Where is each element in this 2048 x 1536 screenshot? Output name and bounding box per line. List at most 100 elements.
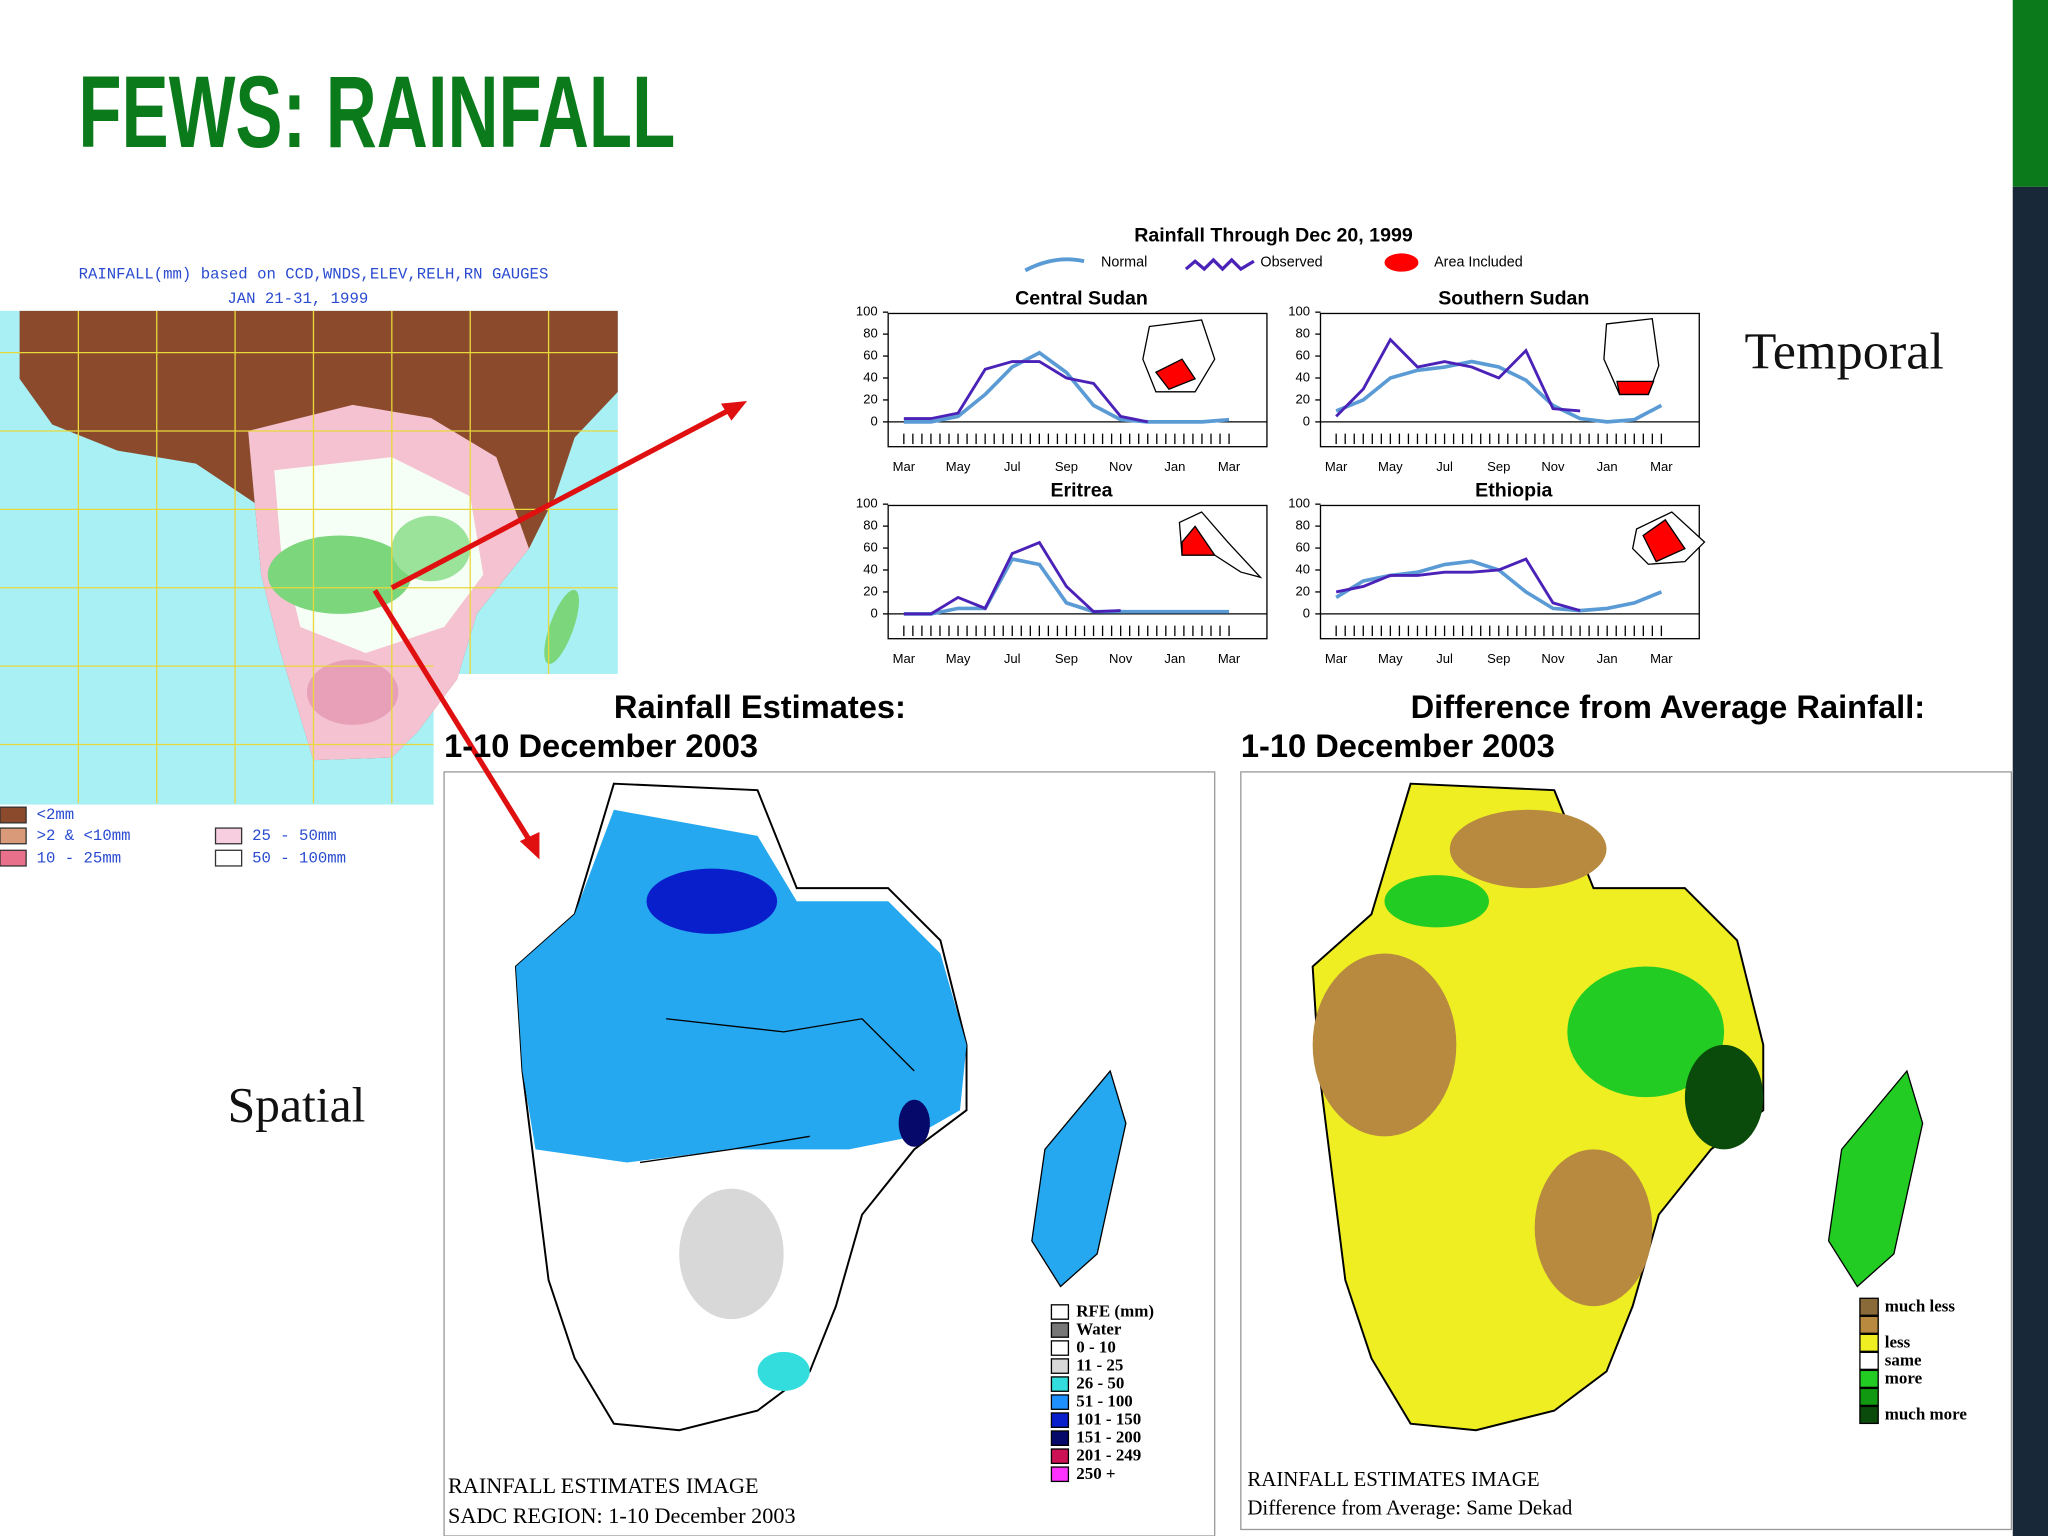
legend-label: Area Included xyxy=(1434,254,1523,270)
series-line xyxy=(903,350,1230,424)
y-tick-label: 80 xyxy=(863,518,878,533)
map-caption: Difference from Average: Same Dekad xyxy=(1247,1496,1573,1520)
legend-swatch xyxy=(0,806,27,824)
legend-label: RFE (mm) xyxy=(1076,1302,1154,1321)
legend-swatch xyxy=(1859,1297,1879,1316)
x-tick-label: May xyxy=(946,651,971,666)
legend-swatch xyxy=(1050,1412,1070,1428)
chart-title: Eritrea xyxy=(1050,479,1113,501)
series-line xyxy=(1335,557,1581,612)
legend-area-icon xyxy=(1384,253,1419,272)
map-caption: RAINFALL ESTIMATES IMAGE xyxy=(1247,1467,1539,1491)
legend-swatch xyxy=(1859,1387,1879,1407)
legend-swatch xyxy=(1050,1340,1070,1356)
y-tick-label: 80 xyxy=(863,326,878,341)
legend-label: less xyxy=(1885,1332,1911,1351)
arrow xyxy=(372,588,534,846)
legend-label: much less xyxy=(1885,1296,1956,1315)
y-tick-label: 80 xyxy=(1296,518,1311,533)
legend-swatch xyxy=(1050,1466,1070,1483)
legend-label: 10 - 25mm xyxy=(37,849,122,867)
y-tick-label: 40 xyxy=(1296,561,1311,576)
legend-observed-icon xyxy=(1184,257,1255,272)
y-tick-label: 20 xyxy=(1296,583,1311,598)
legend-label: 26 - 50 xyxy=(1076,1374,1124,1393)
x-tick-label: Sep xyxy=(1487,651,1510,666)
legend-label: more xyxy=(1885,1368,1923,1387)
chart-title: Central Sudan xyxy=(1015,287,1148,309)
y-tick-label: 60 xyxy=(863,348,878,363)
plot-frame xyxy=(1319,504,1700,640)
x-tick-label: Sep xyxy=(1487,459,1510,474)
x-tick-label: Jul xyxy=(1004,459,1021,474)
legend-swatch xyxy=(1859,1333,1879,1352)
legend-label: <2mm xyxy=(37,806,75,824)
x-tick-label: Mar xyxy=(1650,651,1673,666)
series-line xyxy=(1335,337,1581,418)
legend-label: 11 - 25 xyxy=(1076,1356,1123,1375)
map-heading: RAINFALL(mm) based on CCD,WNDS,ELEV,RELH… xyxy=(79,265,549,283)
x-tick-label: Nov xyxy=(1109,459,1133,474)
x-tick-label: Nov xyxy=(1109,651,1133,666)
x-tick-label: Nov xyxy=(1541,459,1565,474)
legend-label: same xyxy=(1885,1350,1922,1369)
africa-map xyxy=(0,310,618,805)
y-tick-label: 20 xyxy=(1296,391,1311,406)
y-tick-label: 20 xyxy=(863,583,878,598)
legend-swatch xyxy=(1050,1322,1070,1338)
legend-swatch xyxy=(1859,1369,1879,1389)
legend-swatch xyxy=(1050,1394,1070,1410)
series-line xyxy=(1335,359,1663,424)
x-tick-label: Mar xyxy=(1325,651,1348,666)
x-tick-label: May xyxy=(1378,459,1403,474)
x-tick-label: Jan xyxy=(1597,459,1618,474)
legend-label: Water xyxy=(1076,1320,1122,1339)
legend-swatch xyxy=(214,849,243,867)
accent-bar xyxy=(2012,0,2048,187)
legend-label: much more xyxy=(1885,1404,1968,1423)
legend-label: Normal xyxy=(1101,254,1147,270)
rainfall-estimates-map xyxy=(443,771,1216,1536)
x-tick-label: Jul xyxy=(1436,651,1453,666)
side-bar xyxy=(2012,186,2048,1536)
legend-label: 25 - 50mm xyxy=(252,827,337,845)
legend-label: 50 - 100mm xyxy=(252,849,346,867)
legend-swatch xyxy=(1050,1304,1070,1320)
slide-title: FEWS: RAINFALL xyxy=(78,55,675,169)
series-line xyxy=(903,360,1149,424)
arrowhead xyxy=(720,400,748,421)
y-tick-label: 100 xyxy=(1288,496,1310,511)
x-tick-label: Jan xyxy=(1164,459,1185,474)
x-tick-label: Jan xyxy=(1164,651,1185,666)
y-tick-label: 0 xyxy=(1303,605,1310,620)
y-tick-label: 60 xyxy=(1296,540,1311,555)
legend-swatch xyxy=(1050,1430,1070,1447)
legend-label: >2 & <10mm xyxy=(37,827,131,845)
map-heading: 1-10 December 2003 xyxy=(444,727,758,764)
legend-swatch xyxy=(1859,1315,1879,1334)
x-tick-label: Jan xyxy=(1597,651,1618,666)
arrowhead xyxy=(519,832,540,860)
y-tick-label: 0 xyxy=(870,605,877,620)
y-tick-label: 40 xyxy=(863,369,878,384)
map-heading: 1-10 December 2003 xyxy=(1241,727,1555,764)
legend-swatch xyxy=(1050,1358,1070,1374)
legend-swatch xyxy=(0,849,27,867)
chart-title: Ethiopia xyxy=(1475,479,1553,501)
x-tick-label: Jul xyxy=(1436,459,1453,474)
y-tick-label: 80 xyxy=(1296,326,1311,341)
arrow xyxy=(390,405,736,591)
map-heading: Difference from Average Rainfall: xyxy=(1411,688,1926,725)
x-tick-label: Mar xyxy=(893,651,916,666)
y-tick-label: 40 xyxy=(863,561,878,576)
legend-swatch xyxy=(1050,1448,1070,1465)
series-line xyxy=(903,540,1121,616)
x-tick-label: Sep xyxy=(1055,459,1078,474)
legend-label: 101 - 150 xyxy=(1076,1410,1141,1429)
legend-label: 250 + xyxy=(1076,1464,1115,1483)
x-tick-label: Mar xyxy=(1650,459,1673,474)
map-caption: RAINFALL ESTIMATES IMAGE xyxy=(448,1473,759,1498)
difference-map xyxy=(1240,771,2013,1531)
y-tick-label: 60 xyxy=(1296,348,1311,363)
